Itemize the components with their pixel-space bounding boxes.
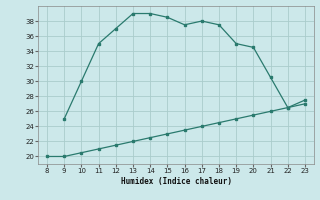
X-axis label: Humidex (Indice chaleur): Humidex (Indice chaleur) [121, 177, 231, 186]
